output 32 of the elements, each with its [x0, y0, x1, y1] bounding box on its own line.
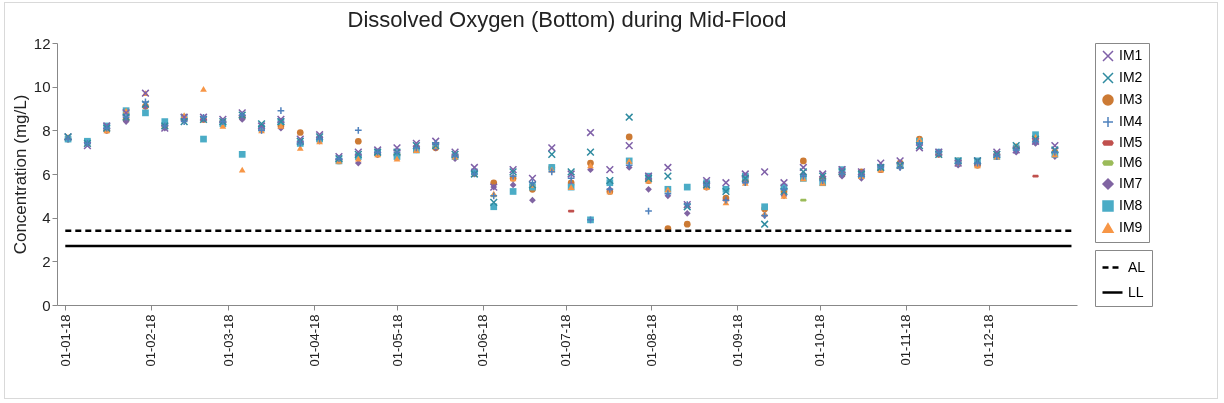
- x-tick-label: 01-02-18: [143, 314, 159, 367]
- legend-label: IM6: [1119, 154, 1143, 170]
- x-tick-label: 01-01-18: [57, 314, 73, 367]
- x-tick-label: 01-08-18: [643, 314, 659, 367]
- legend-label: IM4: [1119, 113, 1143, 129]
- chart-title: Dissolved Oxygen (Bottom) during Mid-Flood: [347, 7, 787, 32]
- x-tick-label: 01-05-18: [389, 314, 405, 367]
- x-tick-label: 01-06-18: [475, 314, 491, 367]
- x-tick-label: 01-12-18: [981, 314, 997, 367]
- y-tick-label: 12: [33, 34, 51, 52]
- x-tick-label: 01-11-18: [898, 314, 914, 366]
- y-tick-label: 2: [42, 252, 51, 270]
- x-tick-label: 01-10-18: [812, 314, 828, 367]
- x-tick-label: 01-03-18: [220, 314, 236, 367]
- y-tick-label: 10: [33, 78, 51, 96]
- legend-label: IM1: [1119, 47, 1143, 63]
- y-tick-label: 4: [42, 209, 51, 227]
- y-tick-label: 6: [42, 165, 51, 183]
- x-tick-label: 01-04-18: [306, 314, 322, 367]
- legend-label: IM8: [1119, 197, 1143, 213]
- legend-label: IM7: [1119, 175, 1143, 191]
- legend-label: IM9: [1119, 219, 1143, 235]
- y-tick-label: 8: [42, 121, 51, 139]
- legend-label: IM5: [1119, 134, 1143, 150]
- x-tick-label: 01-09-18: [729, 314, 745, 367]
- legend-label: IM3: [1119, 91, 1143, 107]
- x-tick-label: 01-07-18: [558, 314, 574, 367]
- legend-label: IM2: [1119, 69, 1143, 85]
- legend-label: LL: [1128, 283, 1144, 300]
- legend-label: AL: [1128, 258, 1146, 275]
- y-axis-title: Concentration (mg/L): [10, 94, 30, 255]
- y-tick-label: 0: [42, 296, 51, 314]
